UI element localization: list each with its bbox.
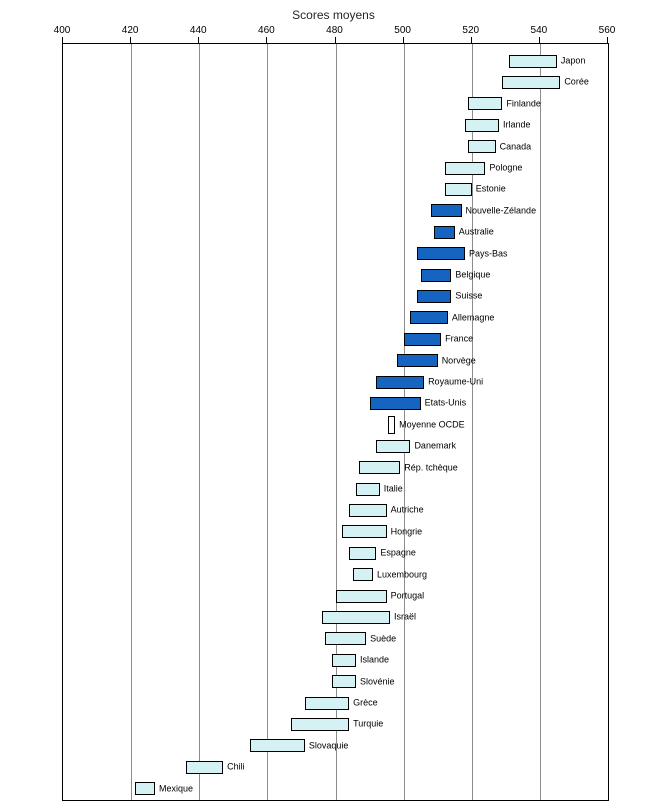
country-label: Suisse <box>455 290 483 301</box>
country-range-bar <box>468 140 496 154</box>
country-label: Slovaquie <box>308 740 349 751</box>
country-range-bar <box>332 675 356 689</box>
x-tick-mark <box>470 37 472 43</box>
chart-title: Scores moyens <box>292 8 375 22</box>
x-tick-label: 480 <box>326 25 343 36</box>
country-range-bar <box>464 118 499 132</box>
average-range-bar <box>388 415 396 434</box>
country-label: Autriche <box>390 504 424 515</box>
country-label: Chili <box>227 761 245 772</box>
country-range-bar <box>376 439 411 453</box>
country-range-bar <box>250 739 305 753</box>
country-range-bar <box>134 782 155 796</box>
country-range-bar <box>410 311 448 325</box>
country-range-bar <box>376 375 425 389</box>
country-range-bar <box>349 546 377 560</box>
country-label: Portugal <box>390 590 425 601</box>
country-label: Irlande <box>503 119 531 130</box>
gridline <box>471 44 473 800</box>
x-tick-mark <box>607 37 608 43</box>
country-label: France <box>445 333 474 344</box>
x-tick-label: 560 <box>598 25 616 36</box>
country-range-bar <box>304 696 350 710</box>
country-label: Espagne <box>380 547 416 558</box>
gridline <box>199 44 201 800</box>
country-range-bar <box>509 54 557 68</box>
plot-area: Japon Corée Finlande Irlande Canada Pologne Es… <box>62 43 609 801</box>
country-label: Luxembourg <box>376 569 428 580</box>
country-label: Estonie <box>475 183 506 194</box>
country-label: Australie <box>458 226 494 237</box>
country-range-bar <box>342 525 387 539</box>
gridline <box>335 44 337 800</box>
country-range-bar <box>291 717 350 731</box>
gridline <box>267 44 269 800</box>
x-tick-label: 460 <box>258 25 275 36</box>
gridline <box>539 44 541 800</box>
country-label: Norvège <box>441 355 476 366</box>
country-label: Pays-Bas <box>468 248 508 259</box>
country-label: Israël <box>394 611 417 622</box>
country-range-bar <box>468 97 503 111</box>
country-label: Islande <box>359 654 389 665</box>
country-label: Corée <box>564 76 589 87</box>
country-range-bar <box>325 632 367 646</box>
x-tick-mark <box>130 37 132 43</box>
x-tick-mark <box>62 37 63 43</box>
country-label: Turquie <box>353 718 384 729</box>
country-range-bar <box>434 225 455 239</box>
country-range-bar <box>349 503 387 517</box>
country-label: Moyenne OCDE <box>399 419 465 430</box>
country-label: Grèce <box>353 697 378 708</box>
country-label: Danemark <box>414 440 456 451</box>
country-range-bar <box>417 247 465 261</box>
x-tick-label: 420 <box>121 25 139 36</box>
country-range-bar <box>355 482 380 496</box>
country-range-bar <box>430 204 462 218</box>
country-label: Pologne <box>489 162 523 173</box>
x-tick-mark <box>402 37 404 43</box>
gridline <box>403 44 405 800</box>
country-label: Canada <box>499 141 532 152</box>
country-label: Belgique <box>455 269 491 280</box>
country-label: Suède <box>370 633 397 644</box>
country-range-bar <box>417 289 452 303</box>
x-tick-mark <box>334 37 336 43</box>
country-range-bar <box>369 396 421 410</box>
country-range-bar <box>444 161 486 175</box>
x-tick-label: 500 <box>394 25 411 36</box>
gridline <box>131 44 133 800</box>
country-range-bar <box>420 268 452 282</box>
x-tick-label: 400 <box>53 25 71 36</box>
country-label: Finlande <box>506 98 541 109</box>
country-label: Mexique <box>158 783 193 794</box>
country-label: Allemagne <box>451 312 495 323</box>
country-label: Etats-Unis <box>424 397 467 408</box>
x-tick-label: 540 <box>530 25 548 36</box>
country-label: Royaume-Uni <box>428 376 484 387</box>
x-tick-label: 440 <box>189 25 207 36</box>
country-range-bar <box>352 568 373 582</box>
country-label: Hongrie <box>390 526 423 537</box>
country-label: Nouvelle-Zélande <box>465 205 537 216</box>
country-label: Rép. tchèque <box>404 462 458 473</box>
country-label: Japon <box>560 55 586 66</box>
country-range-bar <box>321 610 390 624</box>
country-range-bar <box>444 182 472 196</box>
country-label: Slovénie <box>359 676 395 687</box>
country-range-bar <box>502 75 561 89</box>
x-tick-mark <box>266 37 268 43</box>
country-range-bar <box>185 760 224 774</box>
country-range-bar <box>332 653 356 667</box>
x-tick-label: 520 <box>462 25 480 36</box>
x-tick-mark <box>538 37 540 43</box>
country-range-bar <box>403 332 442 346</box>
country-range-bar <box>396 354 438 368</box>
country-label: Italie <box>383 483 403 494</box>
country-range-bar <box>359 461 401 475</box>
country-range-bar <box>335 589 387 603</box>
x-tick-mark <box>198 37 200 43</box>
